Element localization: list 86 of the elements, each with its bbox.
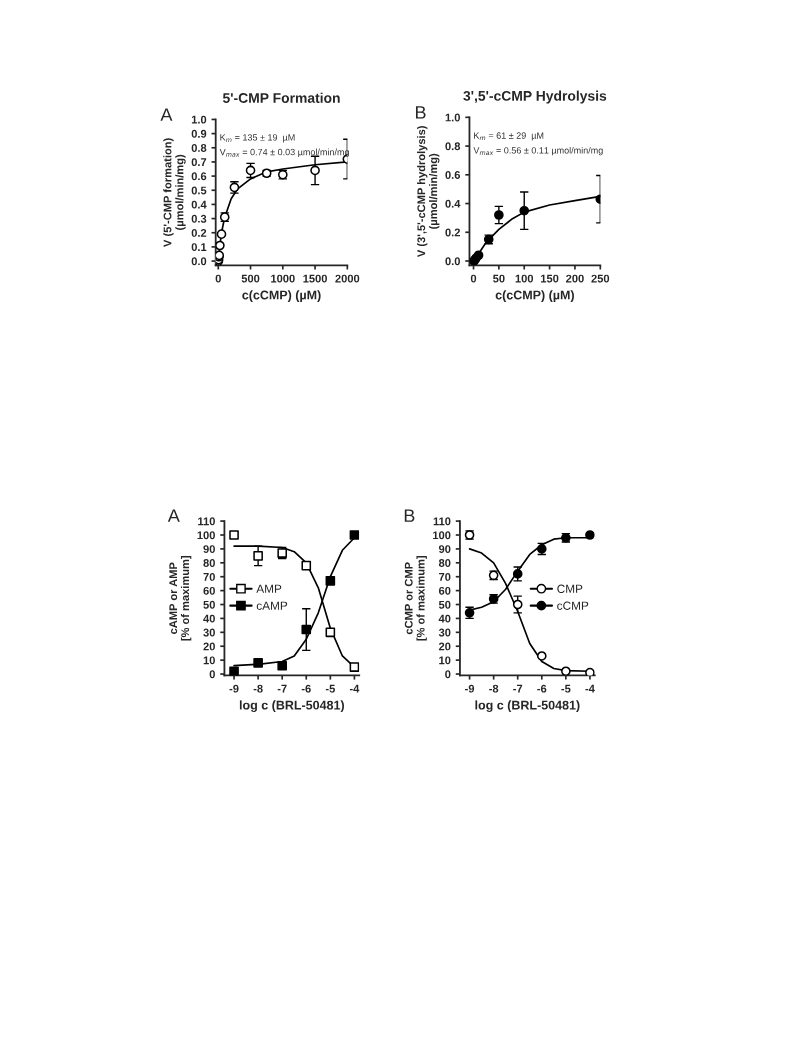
- y-tick-label: 80: [438, 559, 451, 567]
- x-tick-label: 1500: [303, 274, 327, 283]
- x-tick-label: 500: [241, 274, 260, 283]
- y-tick-label: 0.7: [191, 158, 207, 167]
- x-tick-label: 0: [470, 274, 477, 283]
- y-tick-label: 0.9: [191, 129, 207, 138]
- x-tick-label: -6: [301, 684, 311, 693]
- x-tick-label: -7: [277, 684, 287, 693]
- y-tick-label: 0.5: [191, 186, 207, 195]
- y-tick-label: 90: [203, 545, 215, 554]
- x-tick-label: -8: [253, 684, 263, 693]
- text: A: [160, 108, 173, 121]
- annotation: V$_{max}$ = 0.74 ± 0.03 µmol/min/mg: [219, 148, 349, 158]
- annotation: K$_{m}$ = 61 ± 29 µM: [474, 132, 544, 141]
- x-axis-title: c(cCMP) (µM): [242, 290, 321, 302]
- x-tick-label: 0: [215, 274, 221, 283]
- y-axis-title: V (3',5'-cCMP hydrolysis) (µmol/min/mg): [417, 126, 440, 258]
- x-tick-label: -6: [537, 684, 547, 693]
- y-tick-label: 0: [445, 670, 451, 679]
- y-tick-label: 10: [203, 656, 215, 665]
- legend-label: cCMP: [557, 601, 589, 610]
- y-tick-label: 0.0: [445, 257, 460, 266]
- annotation: K$_{m}$ = 135 ± 19 µM: [220, 134, 295, 143]
- y-tick-label: 60: [438, 586, 451, 595]
- y-tick-label: 0.2: [445, 228, 460, 237]
- x-tick-label: -8: [489, 684, 499, 693]
- x-tick-label: 2000: [335, 274, 360, 283]
- chart-title: 5'-CMP Formation: [222, 92, 340, 103]
- y-tick-label: 50: [438, 600, 451, 609]
- x-tick-label: -4: [585, 684, 595, 693]
- y-tick-label: 0.3: [191, 214, 207, 223]
- y-tick-label: 1.0: [191, 115, 207, 124]
- y-tick-label: 0: [209, 670, 215, 679]
- y-axis-title: cAMP or AMP [% of maximum]: [169, 555, 192, 641]
- legend-label: CMP: [557, 584, 583, 593]
- x-tick-label: 1000: [271, 274, 295, 283]
- x-tick-label: 250: [591, 274, 610, 283]
- x-axis-title: log c (BRL-50481): [239, 700, 344, 713]
- x-tick-label: -9: [229, 684, 239, 693]
- y-tick-label: 50: [203, 600, 215, 609]
- x-tick-label: 100: [515, 274, 534, 283]
- y-tick-label: 40: [438, 614, 451, 623]
- x-tick-label: -5: [325, 684, 335, 693]
- y-tick-label: 0.8: [445, 142, 461, 151]
- y-tick-label: 80: [203, 559, 215, 567]
- y-tick-label: 0.2: [191, 229, 207, 237]
- y-tick-label: 30: [438, 628, 451, 637]
- y-axis-title: V (5'-CMP formation) (µmol/min/mg): [163, 138, 186, 247]
- y-tick-label: 0.0: [191, 257, 207, 266]
- x-tick-label: 150: [541, 274, 559, 283]
- x-tick-label: 200: [566, 274, 584, 283]
- y-tick-label: 100: [197, 531, 215, 540]
- x-tick-label: -9: [465, 684, 475, 693]
- y-tick-label: 0.4: [445, 199, 461, 208]
- y-tick-label: 100: [433, 531, 451, 540]
- x-tick-label: 50: [493, 274, 505, 283]
- x-tick-label: -5: [561, 684, 571, 693]
- x-axis-title: c(cCMP) (µM): [495, 290, 574, 302]
- text: B: [415, 106, 426, 119]
- y-tick-label: 0.8: [191, 144, 207, 152]
- y-tick-label: 70: [439, 572, 451, 581]
- y-tick-label: 40: [203, 614, 215, 623]
- y-tick-label: 90: [438, 545, 451, 554]
- y-tick-label: 20: [203, 642, 215, 651]
- legend-label: AMP: [256, 584, 282, 593]
- y-tick-label: 110: [198, 517, 215, 526]
- y-tick-label: 0.4: [191, 200, 207, 209]
- y-tick-label: 10: [439, 656, 451, 665]
- x-axis-title: log c (BRL-50481): [475, 700, 580, 713]
- y-tick-label: 60: [203, 586, 215, 595]
- chart-title: 3',5'-cCMP Hydrolysis: [463, 90, 607, 104]
- y-tick-label: 20: [438, 642, 451, 651]
- x-tick-label: -7: [513, 684, 523, 693]
- y-axis-title: cCMP or CMP [% of maximum]: [404, 555, 427, 641]
- x-tick-label: -4: [349, 684, 360, 693]
- y-tick-label: 0.6: [191, 172, 207, 181]
- annotation: V$_{max}$ = 0.56 ± 0.11 µmol/min/mg: [473, 146, 603, 156]
- y-tick-label: 70: [203, 572, 215, 581]
- y-tick-label: 30: [203, 628, 215, 637]
- legend-label: cAMP: [256, 601, 288, 610]
- text: A: [167, 509, 180, 522]
- y-tick-label: 0.1: [191, 243, 207, 252]
- y-tick-label: 0.6: [445, 171, 461, 179]
- text: B: [404, 509, 415, 522]
- y-tick-label: 1.0: [445, 113, 460, 122]
- y-tick-label: 110: [433, 517, 451, 526]
